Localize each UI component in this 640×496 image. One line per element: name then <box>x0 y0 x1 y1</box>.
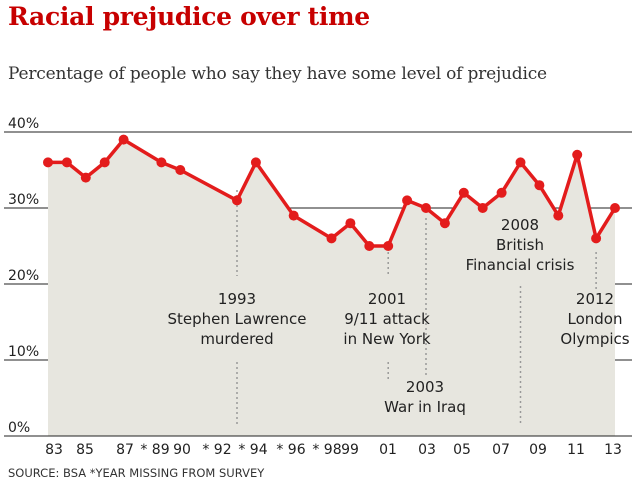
data-point-2006 <box>477 203 488 213</box>
x-tick-label: 13 <box>604 442 622 458</box>
annotation-label-2008: Financial crisis <box>466 256 575 274</box>
data-point-1999 <box>345 218 356 229</box>
annotation-label-1993: murdered <box>200 330 273 348</box>
x-tick-label: 99 <box>341 442 359 458</box>
annotation-label-2012: London <box>568 310 623 328</box>
data-point-1985 <box>80 172 91 183</box>
data-point-2010 <box>553 210 564 221</box>
x-tick-label: * 98 <box>312 442 341 458</box>
x-tick-label: 90 <box>173 442 191 458</box>
annotation-year-2008: 2008 <box>501 216 539 234</box>
x-tick-label: 09 <box>529 442 547 458</box>
x-tick-label: 85 <box>76 442 94 458</box>
annotation-labels: 1993 Stephen Lawrence murdered 2001 9/11 att… <box>167 216 629 416</box>
data-point-2012 <box>591 233 602 244</box>
data-point-2004 <box>439 218 450 229</box>
data-point-1998 <box>326 233 337 244</box>
annotation-year-2001: 2001 <box>368 290 406 308</box>
x-tick-label: 11 <box>567 442 585 458</box>
area-fill <box>48 139 615 436</box>
source-note: SOURCE: BSA *YEAR MISSING FROM SURVEY <box>8 466 265 480</box>
y-tick-label: 20% <box>8 268 39 284</box>
chart-subtitle: Percentage of people who say they have s… <box>8 64 547 84</box>
x-tick-label: 87 <box>116 442 134 458</box>
x-tick-label: 03 <box>418 442 436 458</box>
data-point-2007 <box>496 187 507 198</box>
annotation-label-2001: in New York <box>343 330 430 348</box>
y-tick-label: 10% <box>8 344 39 360</box>
annotation-year-1993: 1993 <box>218 290 256 308</box>
data-point-1994 <box>250 157 261 168</box>
data-point-2005 <box>458 187 469 198</box>
data-point-1986 <box>99 157 110 168</box>
data-points <box>43 134 620 251</box>
data-point-2001 <box>383 241 394 251</box>
y-tick-label: 0% <box>8 420 30 436</box>
annotation-year-2003: 2003 <box>406 378 444 396</box>
y-tick-label: 30% <box>8 192 39 208</box>
x-tick-label: * 96 <box>276 442 305 458</box>
annotation-label-1993: Stephen Lawrence <box>167 310 306 328</box>
data-point-2013 <box>610 203 620 213</box>
y-axis-labels: 0% 10% 20% 30% 40% <box>8 116 39 436</box>
data-point-1990 <box>175 165 186 175</box>
x-tick-label: 83 <box>45 442 63 458</box>
annotation-label-2003: War in Iraq <box>384 398 466 416</box>
data-point-1993 <box>232 195 242 206</box>
annotation-year-2012: 2012 <box>576 290 614 308</box>
annotation-label-2012: Olympics <box>560 330 629 348</box>
data-point-1983 <box>43 157 53 168</box>
data-point-1996 <box>288 210 299 221</box>
data-point-2011 <box>572 149 583 160</box>
data-point-2002 <box>402 195 413 206</box>
data-point-2009 <box>534 180 545 191</box>
x-tick-label: 01 <box>379 442 397 458</box>
x-tick-label: * 94 <box>238 442 267 458</box>
data-point-2000 <box>364 241 375 251</box>
data-point-1984 <box>61 157 72 168</box>
data-point-2003 <box>421 203 431 213</box>
x-axis-labels: 83 85 87 * 89 90 * 92 * 94 * 96 * 98 99 01 03 05 07 09… <box>45 442 622 458</box>
x-tick-label: 05 <box>453 442 471 458</box>
chart-title: Racial prejudice over time <box>8 2 370 31</box>
annotation-lines <box>236 190 597 424</box>
data-point-2008 <box>515 157 526 168</box>
x-tick-label: 07 <box>492 442 510 458</box>
data-point-1987 <box>118 134 129 145</box>
annotation-label-2001: 9/11 attack <box>344 310 430 328</box>
annotation-label-2008: British <box>496 236 544 254</box>
x-tick-label: * 89 <box>140 442 169 458</box>
data-point-1989 <box>156 157 167 168</box>
y-tick-label: 40% <box>8 116 39 132</box>
x-tick-label: * 92 <box>202 442 231 458</box>
